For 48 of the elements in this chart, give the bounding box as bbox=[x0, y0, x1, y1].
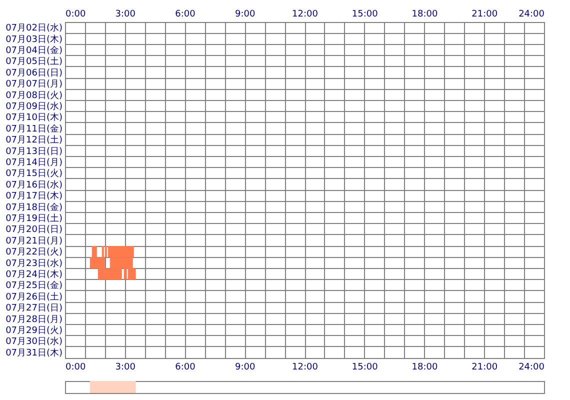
y-tick-label: 07月08日(火) bbox=[6, 90, 62, 101]
y-tick-label: 07月28日(月) bbox=[6, 314, 62, 325]
x-tick-label: 3:00 bbox=[115, 362, 136, 372]
y-tick-label: 07月25日(金) bbox=[6, 280, 62, 292]
y-tick-label: 07月30日(水) bbox=[6, 336, 62, 348]
y-tick-label: 07月27日(日) bbox=[6, 304, 62, 314]
x-tick-label: 21:00 bbox=[472, 362, 498, 372]
x2-tick-label: 12:00 bbox=[292, 10, 318, 20]
x2-tick-label: 0:00 bbox=[66, 10, 86, 20]
x-tick-label: 9:00 bbox=[235, 362, 256, 372]
y-tick-label: 07月06日(日) bbox=[6, 68, 62, 78]
y-tick-label: 07月12日(土) bbox=[6, 134, 62, 146]
y-tick-label: 07月15日(火) bbox=[6, 168, 62, 180]
y-tick-label: 07月04日(金) bbox=[6, 45, 62, 56]
x2-tick-label: 18:00 bbox=[412, 10, 438, 20]
y-tick-label: 07月14日(月) bbox=[6, 158, 62, 168]
x-tick-label: 12:00 bbox=[292, 362, 318, 372]
y-tick-label: 07月03日(木) bbox=[6, 34, 62, 45]
y-tick-label: 07月10日(木) bbox=[6, 112, 62, 124]
x-tick-label: 24:00 bbox=[518, 362, 545, 372]
x2-tick-label: 24:00 bbox=[518, 10, 545, 20]
x2-tick-label: 9:00 bbox=[235, 10, 256, 20]
y-tick-label: 07月23日(水) bbox=[6, 258, 62, 269]
x-tick-label: 0:00 bbox=[66, 362, 86, 372]
y-tick-label: 07月24日(木) bbox=[6, 269, 62, 280]
y-tick-label: 07月02日(水) bbox=[6, 22, 62, 34]
x2-tick-label: 6:00 bbox=[175, 10, 196, 20]
y-tick-label: 07月22日(火) bbox=[6, 246, 62, 258]
y-tick-label: 07月13日(日) bbox=[6, 146, 62, 157]
y-tick-label: 07月16日(水) bbox=[6, 179, 62, 190]
x2-tick-label: 15:00 bbox=[352, 10, 378, 20]
y-tick-label: 07月21日(月) bbox=[6, 236, 62, 246]
y-tick-label: 07月05日(土) bbox=[6, 56, 62, 68]
y-tick-label: 07月09日(水) bbox=[6, 101, 62, 112]
y-tick-label: 07月29日(火) bbox=[6, 325, 62, 336]
x-tick-label: 15:00 bbox=[352, 362, 378, 372]
y-tick-label: 07月31日(木) bbox=[6, 347, 62, 358]
y-tick-label: 07月20日(日) bbox=[6, 225, 62, 236]
x2-tick-label: 3:00 bbox=[115, 10, 136, 20]
y-tick-label: 07月17日(木) bbox=[6, 190, 62, 202]
x-tick-label: 6:00 bbox=[175, 362, 196, 372]
y-tick-label: 07月07日(月) bbox=[6, 80, 62, 90]
y-tick-label: 07月18日(金) bbox=[6, 202, 62, 213]
y-tick-label: 07月19日(土) bbox=[6, 213, 62, 224]
x2-tick-label: 21:00 bbox=[472, 10, 498, 20]
y-tick-label: 07月11日(金) bbox=[6, 123, 62, 134]
x-tick-label: 18:00 bbox=[412, 362, 438, 372]
y-tick-label: 07月26日(土) bbox=[6, 291, 62, 302]
